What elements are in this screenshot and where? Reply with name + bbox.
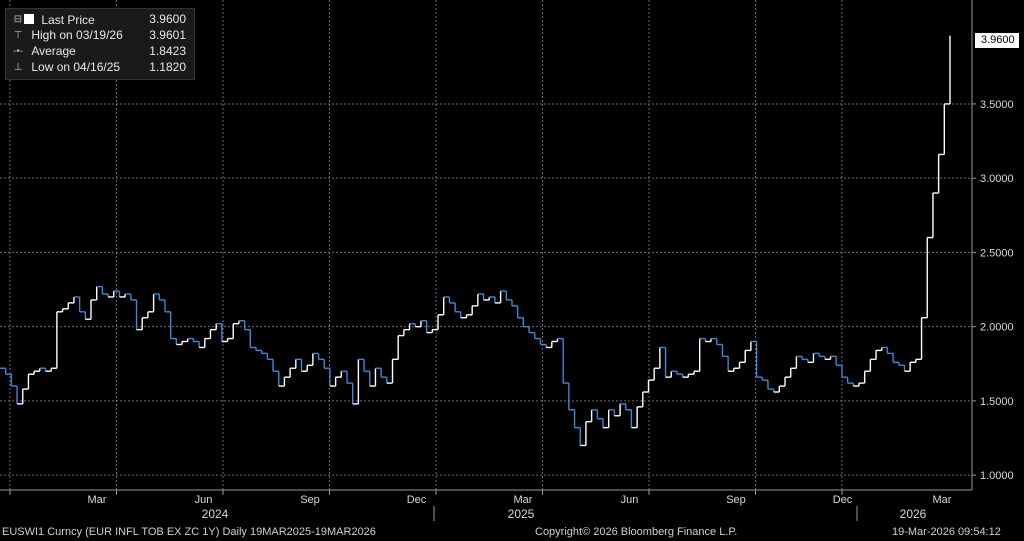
legend-box: ⊟ Last Price 3.9600 ⊤ High on 03/19/26 3… [5, 8, 195, 80]
high-marker-icon: ⊤ [13, 30, 23, 41]
footer-timestamp: 19-Mar-2026 09:54:12 [892, 526, 1001, 538]
year-labels: 2024 2025 2026 [202, 506, 927, 521]
legend-average-label: Average [31, 44, 76, 58]
x-tick-label: Dec [833, 494, 853, 506]
legend-last-price-label: Last Price [41, 13, 95, 27]
average-marker-icon: -•- [12, 46, 24, 57]
legend-last-price: ⊟ Last Price 3.9600 [12, 12, 190, 27]
footer-security-description: EUSWI1 Curncy (EUR INFL TOB EX ZC 1Y) Da… [2, 526, 376, 538]
year-label: 2025 [508, 507, 535, 521]
x-tick-label: Jun [621, 494, 639, 506]
last-price-tag: 3.9600 [975, 33, 1019, 48]
legend-high: ⊤ High on 03/19/26 3.9601 [12, 28, 190, 43]
x-tick-label: Dec [407, 494, 427, 506]
legend-high-label: High on 03/19/26 [31, 28, 123, 42]
legend-last-price-value: 3.9600 [149, 12, 186, 26]
x-tick-label: Mar [514, 494, 533, 506]
y-axis-ticks: 1.0000 1.5000 2.0000 2.5000 3.0000 3.5000 [972, 99, 1014, 482]
x-tick-label: Mar [88, 494, 107, 506]
y-tick-label: 3.0000 [980, 173, 1014, 185]
y-tick-label: 3.5000 [980, 99, 1014, 111]
year-label: 2024 [202, 507, 229, 521]
price-series [0, 35, 951, 447]
year-label: 2026 [900, 507, 927, 521]
y-tick-label: 1.5000 [980, 396, 1014, 408]
x-tick-label: Sep [300, 494, 320, 506]
y-tick-label: 2.5000 [980, 247, 1014, 259]
x-axis-ticks: Mar Jun Sep Dec Mar Jun Sep Dec Mar [9, 490, 952, 506]
grid-lines [0, 0, 972, 490]
x-tick-label: Jun [195, 494, 213, 506]
legend-low: ⊥ Low on 04/16/25 1.1820 [12, 60, 190, 75]
low-marker-icon: ⊥ [13, 62, 23, 73]
legend-low-label: Low on 04/16/25 [31, 60, 121, 74]
x-tick-label: Sep [726, 494, 746, 506]
legend-average-value: 1.8423 [149, 44, 186, 58]
last-price-swatch [24, 14, 34, 24]
footer-copyright: Copyright© 2026 Bloomberg Finance L.P. [535, 526, 738, 538]
legend-high-value: 3.9601 [149, 28, 186, 42]
y-tick-label: 1.0000 [980, 470, 1014, 482]
y-tick-label: 2.0000 [980, 322, 1014, 334]
plot-background [0, 0, 972, 490]
legend-toggle-icon[interactable]: ⊟ [13, 14, 23, 25]
x-tick-label: Mar [933, 494, 952, 506]
footer-bar: EUSWI1 Curncy (EUR INFL TOB EX ZC 1Y) Da… [0, 524, 1024, 541]
legend-average: -•- Average 1.8423 [12, 44, 190, 59]
legend-low-value: 1.1820 [149, 60, 186, 74]
